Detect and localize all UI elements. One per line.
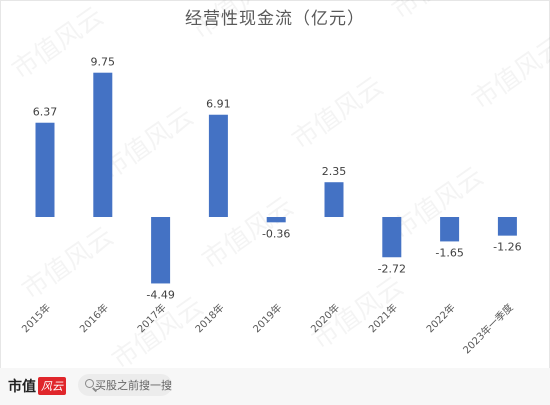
brand-logo[interactable]: 市值 风云 <box>8 376 66 396</box>
watermark-text: 市值风云 <box>287 71 389 155</box>
chart-frame <box>0 0 550 370</box>
x-tick-label: 2019年 <box>250 301 284 335</box>
footer-bar: 市值 风云 买股之前搜一搜 <box>0 368 550 405</box>
data-label: -4.49 <box>146 288 174 301</box>
bar-2019年 <box>266 217 286 223</box>
logo-mark: 风云 <box>38 377 66 395</box>
bar-2020年 <box>324 182 344 217</box>
logo-text: 市值 <box>8 379 36 395</box>
watermark-text: 市值风云 <box>387 0 489 26</box>
search-icon <box>85 379 98 392</box>
watermark-text: 市值风云 <box>107 291 209 368</box>
bar-2015年 <box>35 122 55 217</box>
watermark-text: 市值风云 <box>387 161 489 245</box>
search-placeholder: 买股之前搜一搜 <box>95 379 172 392</box>
bar-2016年 <box>93 72 113 217</box>
x-tick-label: 2022年 <box>423 301 457 335</box>
bar-2017年 <box>151 217 171 284</box>
x-tick-label: 2023年一季度 <box>460 301 515 356</box>
data-label: -1.65 <box>435 246 463 259</box>
data-labels-group: 6.37 9.75 -4.49 6.91 -0.36 2.35 -2.72 -1.65 -1.2… <box>33 56 522 302</box>
bar-2022年 <box>440 217 460 242</box>
bar-2021年 <box>382 217 402 258</box>
data-label: 6.37 <box>33 106 58 119</box>
data-label: 2.35 <box>322 165 347 178</box>
watermark-text: 市值风云 <box>17 221 119 305</box>
bars-group <box>35 72 517 284</box>
x-tick-label: 2016年 <box>77 301 111 335</box>
data-label: -2.72 <box>378 262 406 275</box>
data-label: 6.91 <box>206 98 231 111</box>
x-tick-labels-group: 2015年 2016年 2017年 2018年 2019年 2020年 2021年 2022年… <box>19 301 516 356</box>
data-label: -0.36 <box>262 227 290 240</box>
bar-2023年一季度 <box>497 217 517 236</box>
chart-title: 经营性现金流（亿元） <box>185 9 365 29</box>
search-box[interactable]: 买股之前搜一搜 <box>78 374 172 396</box>
watermark-text: 市值风云 <box>467 31 550 115</box>
data-label: -1.26 <box>493 241 521 254</box>
bar-2018年 <box>208 114 228 217</box>
watermark-text: 市值风云 <box>187 0 289 46</box>
x-tick-label: 2015年 <box>19 301 53 335</box>
data-label: 9.75 <box>91 56 116 69</box>
